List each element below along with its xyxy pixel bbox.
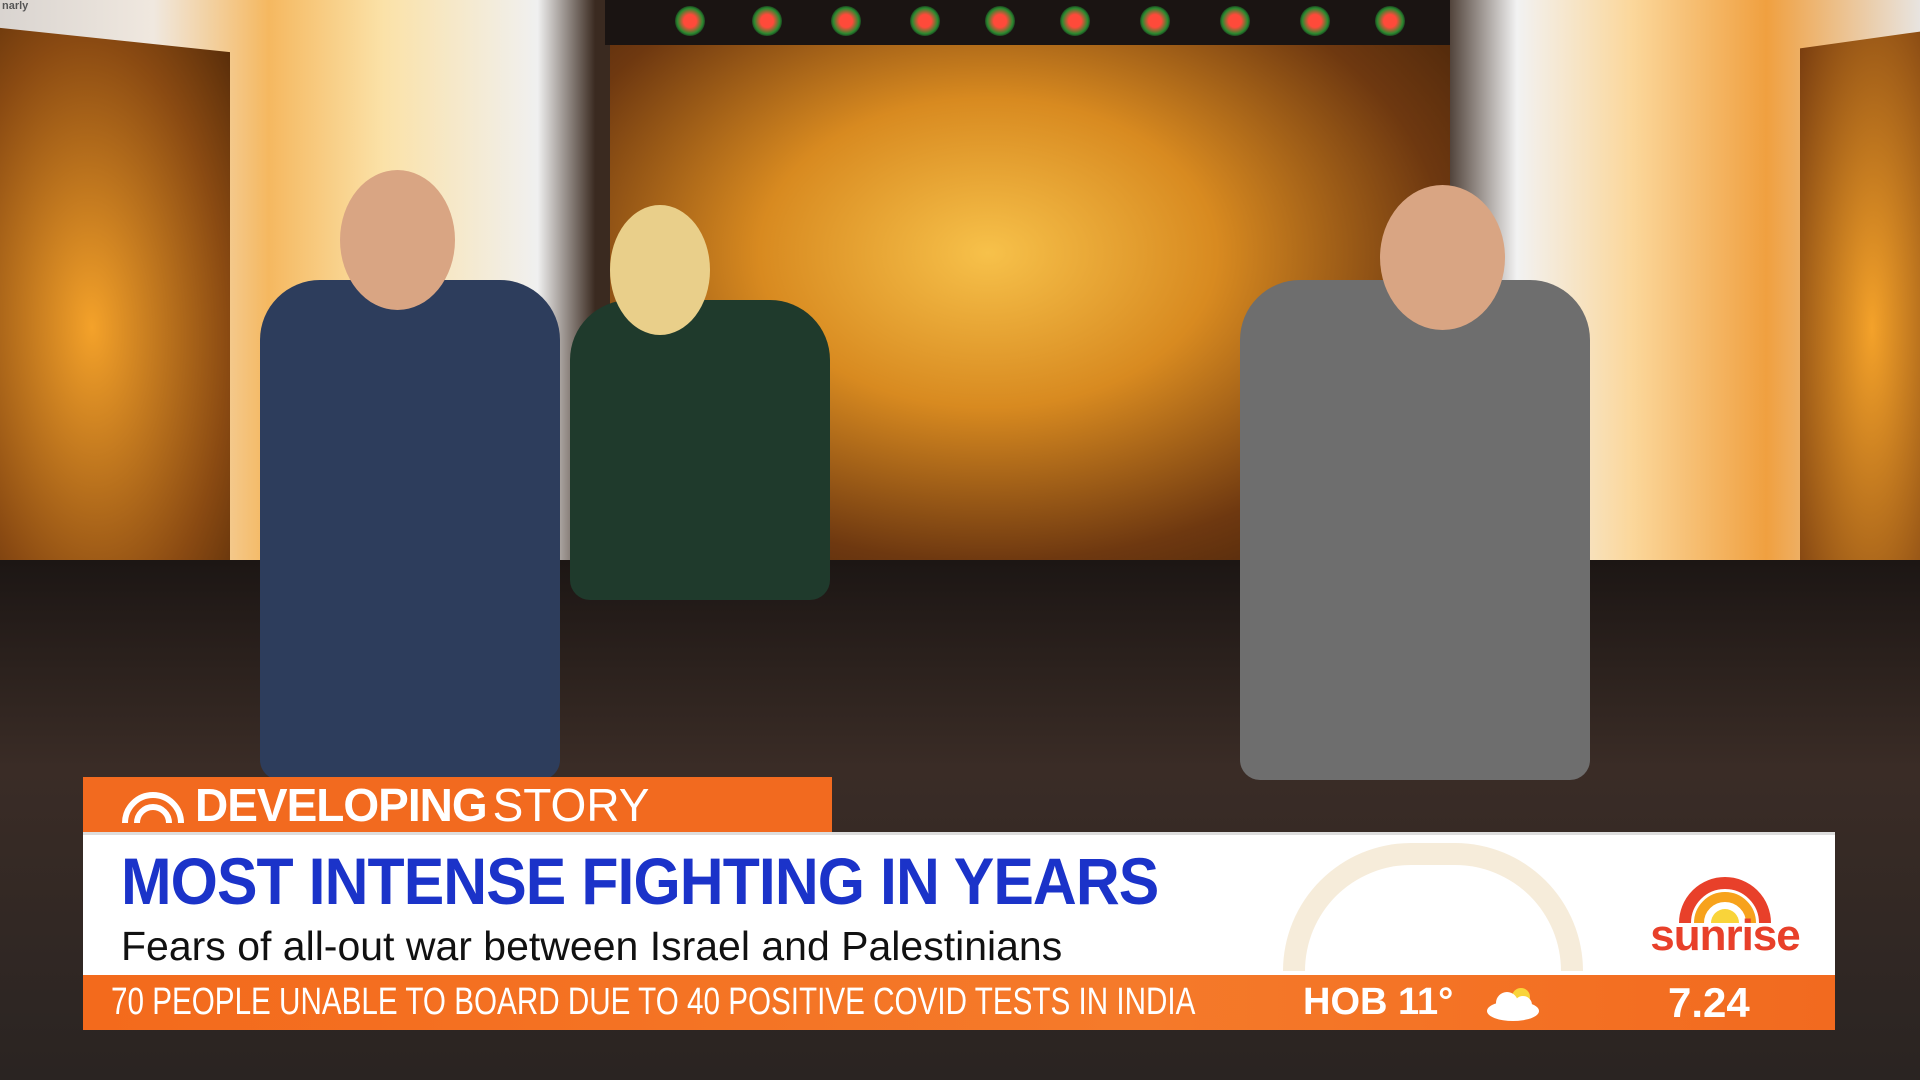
- corner-caption: narly: [2, 0, 29, 12]
- weather-temp: 11°: [1398, 981, 1454, 1023]
- lower-third: DEVELOPING STORY MOST INTENSE FIGHTING I…: [83, 777, 1835, 1032]
- guest: [1240, 280, 1590, 780]
- female-presenter-head: [610, 205, 710, 335]
- stage-lamp: [675, 6, 705, 36]
- decorative-swoosh: [1283, 843, 1583, 971]
- male-presenter: [260, 280, 560, 780]
- ticker-text: 70 PEOPLE UNABLE TO BOARD DUE TO 40 POSI…: [111, 981, 1196, 1023]
- weather-location: HOB: [1303, 981, 1388, 1023]
- weather: HOB 11°: [1303, 981, 1453, 1024]
- lighting-rig: [605, 0, 1450, 45]
- sunrise-logo-text: sunrise: [1650, 911, 1801, 960]
- cloud-icon: [1487, 988, 1539, 1021]
- stage-lamp: [752, 6, 782, 36]
- stage-lamp: [1220, 6, 1250, 36]
- clock: 7.24: [1668, 978, 1750, 1026]
- developing-story-tab: DEVELOPING STORY: [83, 777, 832, 832]
- stage-lamp: [1375, 6, 1405, 36]
- subheadline: Fears of all-out war between Israel and …: [121, 923, 1063, 969]
- stage-lamp: [910, 6, 940, 36]
- left-map-screen: [0, 27, 230, 633]
- headline-band: MOST INTENSE FIGHTING IN YEARS Fears of …: [83, 832, 1835, 975]
- tag-light: STORY: [492, 778, 650, 831]
- stage-lamp: [985, 6, 1015, 36]
- tag-bold: DEVELOPING: [195, 778, 488, 831]
- female-presenter: [570, 300, 830, 600]
- right-map-screen: [1800, 31, 1920, 629]
- sunrise-arc-icon: [122, 791, 184, 823]
- guest-head: [1380, 185, 1505, 330]
- sunrise-logo: sunrise: [1635, 853, 1815, 963]
- sunrise-logo-icon: [1679, 877, 1771, 924]
- stage-lamp: [1300, 6, 1330, 36]
- headline: MOST INTENSE FIGHTING IN YEARS: [121, 844, 1159, 918]
- stage-lamp: [1060, 6, 1090, 36]
- stage-lamp: [831, 6, 861, 36]
- stage-lamp: [1140, 6, 1170, 36]
- news-ticker: 70 PEOPLE UNABLE TO BOARD DUE TO 40 POSI…: [83, 975, 1835, 1030]
- male-presenter-head: [340, 170, 455, 310]
